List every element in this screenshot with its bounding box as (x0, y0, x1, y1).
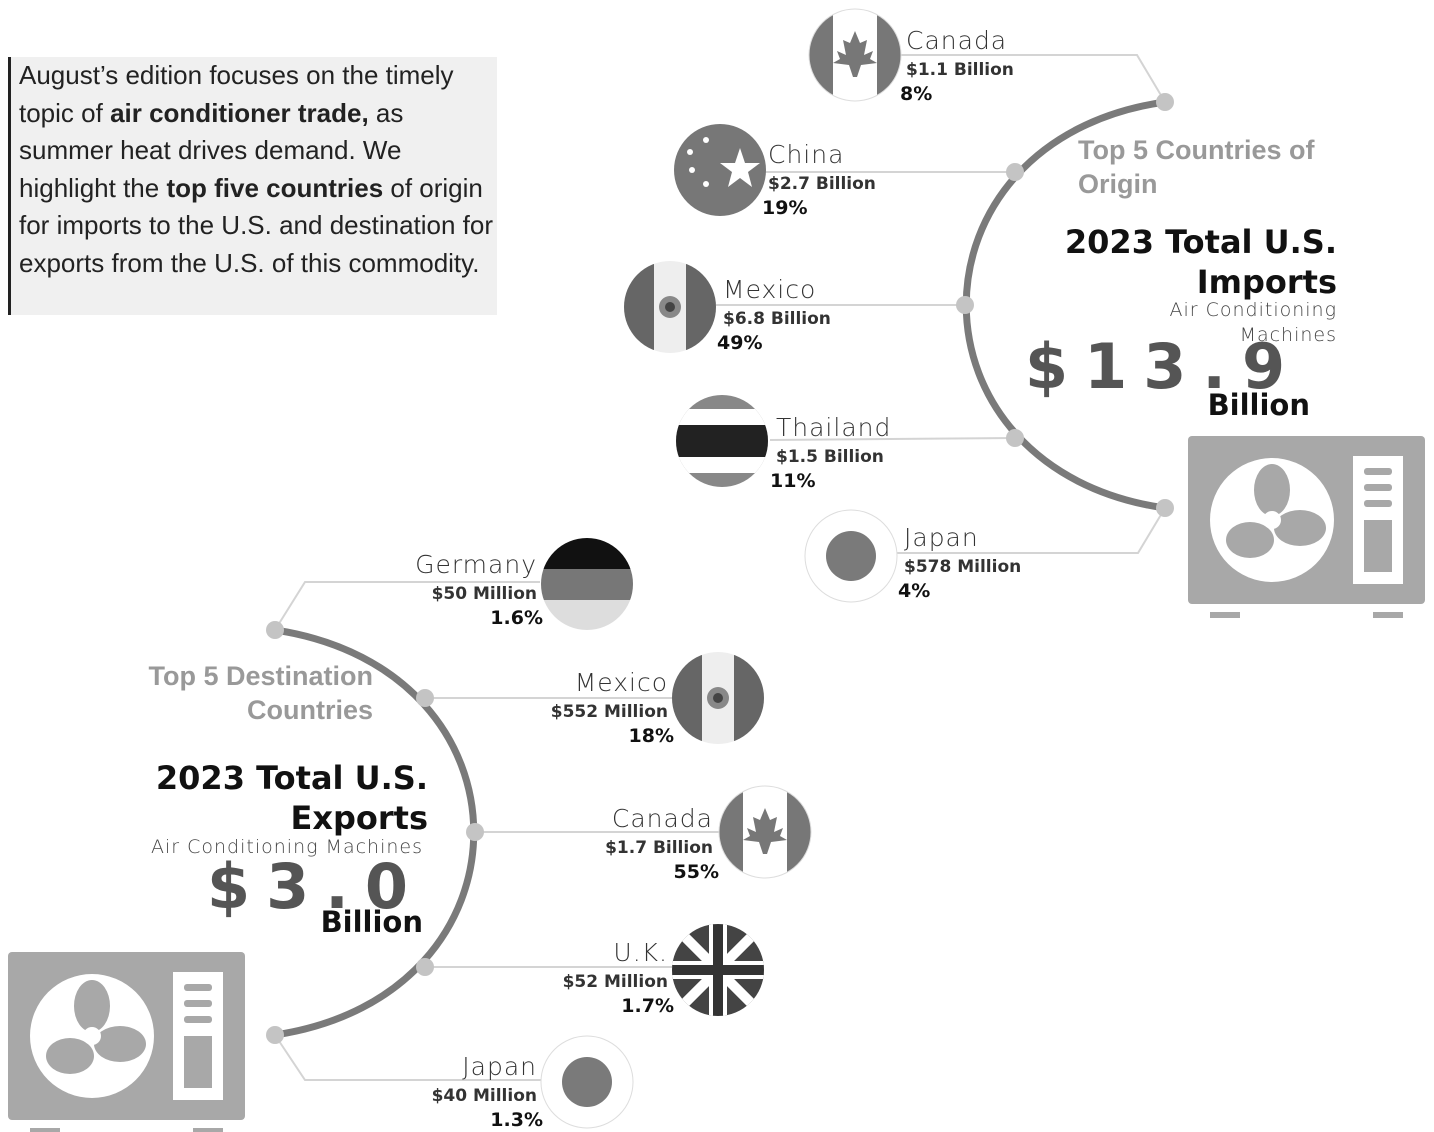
ac-unit-icon (1188, 436, 1425, 618)
country-name: Canada (612, 804, 713, 833)
country-name: U.K. (613, 938, 668, 967)
country-share: 11% (770, 470, 815, 492)
country-value: $52 Million (563, 972, 668, 992)
country-value: $1.1 Billion (906, 60, 1014, 80)
country-name: Mexico (723, 275, 816, 304)
country-value: $1.5 Billion (776, 447, 884, 467)
intro-emphasis: top five countries (166, 173, 383, 203)
imports-unit: Billion (1208, 388, 1310, 422)
country-name: Japan (904, 523, 979, 552)
country-name: Japan (462, 1052, 537, 1081)
country-share: 1.6% (490, 607, 543, 629)
imports-title: 2023 Total U.S. Imports (1027, 222, 1337, 302)
page: {"intro": ["August’s edition focuses on … (0, 0, 1434, 1132)
ac-unit-icon (8, 952, 245, 1132)
country-share: 19% (762, 197, 807, 219)
country-name: China (768, 140, 844, 169)
intro-text: August’s edition focuses on the timely t… (8, 57, 497, 315)
country-value: $2.7 Billion (768, 174, 876, 194)
country-name: Mexico (575, 668, 668, 697)
country-share: 49% (717, 332, 762, 354)
country-share: 1.7% (621, 995, 674, 1017)
country-value: $50 Million (432, 584, 537, 604)
country-share: 1.3% (490, 1109, 543, 1131)
country-share: 18% (629, 725, 674, 747)
country-value: $1.7 Billion (605, 838, 713, 858)
country-name: Canada (906, 26, 1007, 55)
country-value: $578 Million (904, 557, 1021, 577)
country-share: 8% (900, 83, 932, 105)
country-share: 4% (898, 580, 930, 602)
exports-heading: Top 5 Destination Countries (103, 659, 373, 727)
imports-heading: Top 5 Countries of Origin (1078, 133, 1318, 201)
exports-unit: Billion (321, 905, 423, 939)
exports-title: 2023 Total U.S. Exports (118, 758, 428, 838)
country-value: $552 Million (551, 702, 668, 722)
intro-emphasis: air conditioner trade, (110, 98, 369, 128)
country-value: $6.8 Billion (723, 309, 831, 329)
country-name: Germany (415, 550, 537, 579)
country-name: Thailand (776, 413, 891, 442)
country-share: 55% (674, 861, 719, 883)
country-value: $40 Million (432, 1086, 537, 1106)
